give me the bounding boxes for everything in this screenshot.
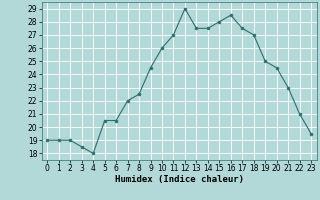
X-axis label: Humidex (Indice chaleur): Humidex (Indice chaleur) (115, 175, 244, 184)
